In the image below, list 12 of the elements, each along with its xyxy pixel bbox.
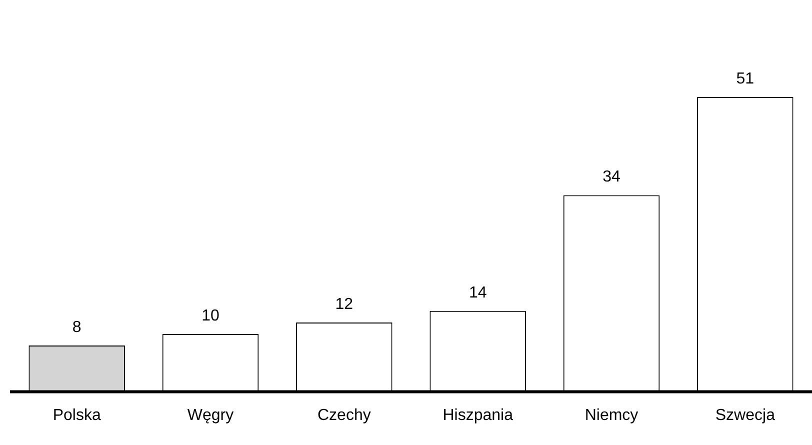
x-tick-label: Czechy [317, 406, 371, 424]
data-label: 8 [72, 318, 82, 336]
data-label: 14 [468, 284, 487, 302]
x-tick-label: Hiszpania [442, 406, 514, 424]
x-tick-label: Polska [52, 406, 101, 424]
data-label: 12 [335, 296, 354, 313]
x-tick-label: Węgry [187, 406, 234, 424]
x-tick-label: Szwecja [715, 406, 776, 424]
data-label: 34 [602, 168, 620, 186]
data-label: 10 [202, 307, 220, 324]
data-label: 51 [736, 70, 754, 88]
x-tick-label: Niemcy [584, 406, 638, 424]
